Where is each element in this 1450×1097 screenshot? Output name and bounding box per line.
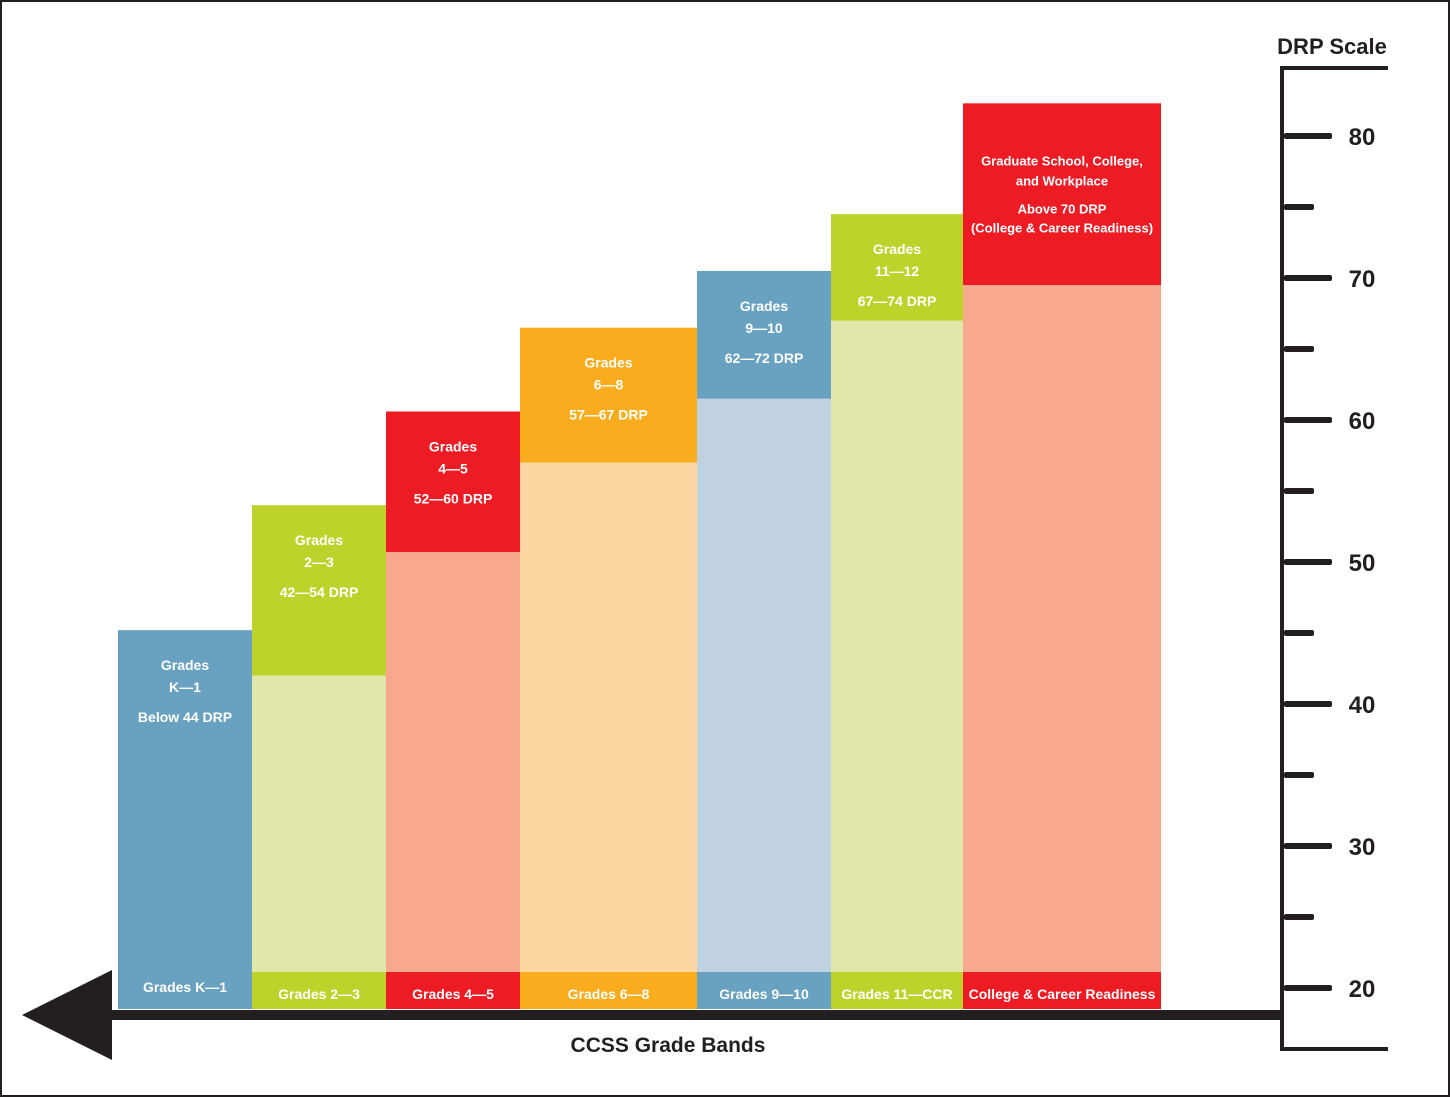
minor-tick bbox=[1284, 204, 1314, 210]
major-tick bbox=[1284, 559, 1332, 565]
drp-scale-axis: DRP Scale 20 30 40 50 60 70 80 bbox=[1277, 34, 1388, 1051]
bar-label-line: Grades bbox=[295, 532, 343, 548]
bar-range-label: 57—67 DRP bbox=[569, 407, 648, 423]
bar-label-line: and Workplace bbox=[1016, 173, 1108, 188]
band-footer bbox=[520, 972, 697, 1009]
y-axis-bottom-cap bbox=[1280, 1047, 1388, 1051]
bar-range-block bbox=[697, 270, 831, 399]
major-tick bbox=[1284, 275, 1332, 281]
major-tick bbox=[1284, 417, 1332, 423]
bar-label-line: 11—12 bbox=[875, 263, 920, 279]
band-footer bbox=[697, 972, 831, 1009]
band-footer bbox=[252, 972, 386, 1009]
band-label: College & Career Readiness bbox=[969, 986, 1156, 1002]
band-label: Grades 4—5 bbox=[412, 986, 494, 1002]
x-axis-arrow bbox=[22, 970, 112, 1060]
bar-label-line: Grades bbox=[740, 298, 788, 314]
major-tick bbox=[1284, 133, 1332, 139]
grade-band-bar-6: Grades 11—12 67—74 DRP Grades 11—CCR bbox=[831, 214, 963, 1009]
bar-range-label: 52—60 DRP bbox=[414, 490, 493, 506]
major-tick bbox=[1284, 701, 1332, 707]
band-footer bbox=[963, 972, 1161, 1009]
bar-range-block bbox=[520, 327, 697, 463]
tick-label: 30 bbox=[1349, 834, 1376, 861]
minor-tick bbox=[1284, 630, 1314, 636]
grade-band-bar-4: Grades 6—8 57—67 DRP Grades 6—8 bbox=[520, 327, 697, 1009]
bar-lower-fill bbox=[963, 285, 1161, 973]
major-tick bbox=[1284, 843, 1332, 849]
band-label: Grades K—1 bbox=[143, 979, 227, 995]
bar-range-label: Above 70 DRP bbox=[1018, 201, 1107, 216]
bar-label-line: 4—5 bbox=[438, 460, 468, 476]
bars-layer: Grades K—1 Below 44 DRP Grades K—1 Grades 2—3… bbox=[118, 103, 1161, 1009]
grade-band-bar-1: Grades K—1 Below 44 DRP Grades K—1 bbox=[118, 630, 252, 1009]
tick-label: 40 bbox=[1349, 692, 1376, 719]
bar-label-line: Grades bbox=[429, 438, 477, 454]
major-tick bbox=[1284, 985, 1332, 991]
minor-tick bbox=[1284, 346, 1314, 352]
y-axis-label: DRP Scale bbox=[1277, 34, 1387, 59]
band-label: Grades 11—CCR bbox=[841, 986, 952, 1002]
bar-label-line: Grades bbox=[873, 241, 921, 257]
tick-label: 20 bbox=[1349, 976, 1376, 1003]
bar-range-label: 62—72 DRP bbox=[725, 350, 804, 366]
tick-label: 80 bbox=[1349, 124, 1376, 151]
bar-label-line: 6—8 bbox=[594, 377, 624, 393]
tick-label: 70 bbox=[1349, 266, 1376, 293]
bar-label-line: Grades bbox=[584, 355, 632, 371]
y-axis-line bbox=[1280, 66, 1284, 1051]
x-axis-line bbox=[108, 1010, 1280, 1020]
y-axis-top-cap bbox=[1280, 66, 1388, 70]
grade-band-bar-3: Grades 4—5 52—60 DRP Grades 4—5 bbox=[386, 411, 520, 1009]
tick-label: 50 bbox=[1349, 550, 1376, 577]
band-footer bbox=[386, 972, 520, 1009]
bar-label-line: K—1 bbox=[169, 679, 201, 695]
band-label: Grades 9—10 bbox=[719, 986, 809, 1002]
bar-range-block bbox=[252, 505, 386, 676]
bar-range-block bbox=[386, 411, 520, 553]
tick-label: 60 bbox=[1349, 408, 1376, 435]
bar-label-line: 9—10 bbox=[745, 320, 783, 336]
bar-lower-fill bbox=[252, 675, 386, 972]
bar-lower-fill bbox=[520, 462, 697, 972]
bar-lower-fill bbox=[831, 320, 963, 973]
bar-lower-fill bbox=[386, 552, 520, 972]
grade-band-axis: CCSS Grade Bands bbox=[22, 970, 1280, 1060]
bar-range-label: Below 44 DRP bbox=[138, 709, 232, 725]
bar-range-block bbox=[963, 103, 1161, 286]
bar-lower-fill bbox=[697, 398, 831, 972]
bar-label-line: Grades bbox=[161, 657, 209, 673]
grade-band-bar-2: Grades 2—3 42—54 DRP Grades 2—3 bbox=[252, 505, 386, 1009]
minor-tick bbox=[1284, 914, 1314, 920]
band-footer bbox=[118, 972, 252, 1009]
bar-range-label: 67—74 DRP bbox=[858, 293, 937, 309]
x-axis-label: CCSS Grade Bands bbox=[571, 1034, 766, 1057]
bar-label-line: Graduate School, College, bbox=[981, 153, 1143, 168]
band-label: Grades 6—8 bbox=[568, 986, 650, 1002]
minor-tick bbox=[1284, 772, 1314, 778]
bar-extra-label: (College & Career Readiness) bbox=[971, 220, 1153, 235]
bar-range-block bbox=[831, 214, 963, 321]
grade-band-bar-5: Grades 9—10 62—72 DRP Grades 9—10 bbox=[697, 270, 831, 1009]
bar-range-label: 42—54 DRP bbox=[280, 584, 359, 600]
band-label: Grades 2—3 bbox=[278, 986, 360, 1002]
grade-band-bar-7: Graduate School, College, and Workplace Ab… bbox=[963, 103, 1161, 1009]
bar-label-line: 2—3 bbox=[304, 554, 334, 570]
bar-range-block bbox=[118, 630, 252, 972]
minor-tick bbox=[1284, 488, 1314, 494]
band-footer bbox=[831, 972, 963, 1009]
